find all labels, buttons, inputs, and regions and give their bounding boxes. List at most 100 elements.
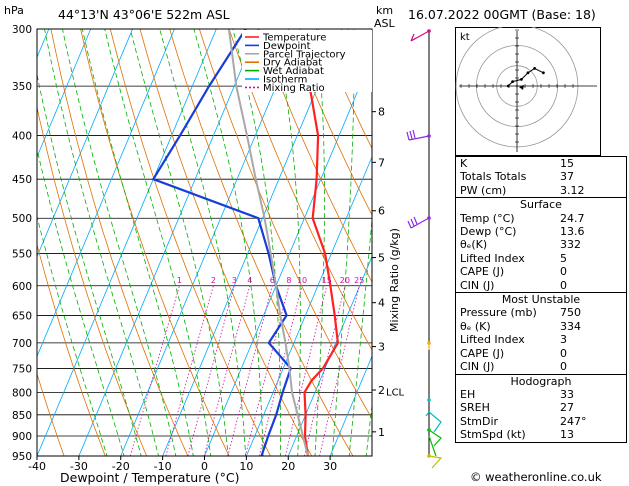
dry-adiabat-line <box>169 29 354 456</box>
km-tick-label: 6 <box>378 205 385 218</box>
hodograph-unit-label: kt <box>460 32 470 43</box>
row-value: 27 <box>560 401 574 415</box>
indices-section: K 15 Totals Totals 37 PW (cm) 3.12 <box>456 157 626 197</box>
row-label: StmSpd (kt) <box>460 428 526 442</box>
hodograph: kt <box>455 27 601 156</box>
table-row: SREH 27 <box>456 401 626 414</box>
row-value: 13 <box>560 428 574 442</box>
wind-level-dot <box>427 428 431 432</box>
hodograph-point <box>526 71 530 75</box>
hodograph-point <box>542 71 545 75</box>
row-label: Dewp (°C) <box>460 225 517 239</box>
row-value: 13.6 <box>560 225 585 239</box>
hpa-label: hPa <box>4 4 24 17</box>
wind-profile <box>406 29 443 469</box>
surface-section: Surface Temp (°C) 24.7 Dewp (°C) 13.6 θₑ(K) 3… <box>456 197 626 292</box>
surface-title: Surface <box>520 198 562 212</box>
legend-entry: Isotherm <box>263 75 307 86</box>
pressure-tick-label: 900 <box>12 431 32 443</box>
dry-adiabat-line <box>317 29 372 150</box>
mixing-ratio-line <box>227 285 273 456</box>
wet-adiabat-line <box>274 29 301 456</box>
wet-adiabat-line <box>81 29 194 456</box>
table-row: Temp (°C) 24.7 <box>456 212 626 225</box>
isotherm-line <box>287 255 372 456</box>
series-line-parcel-trajectory <box>227 29 309 456</box>
row-label: PW (cm) <box>460 183 507 197</box>
wet-adiabat-line <box>159 29 247 456</box>
row-label: Totals Totals <box>460 170 527 184</box>
pressure-tick-label: 850 <box>12 410 32 422</box>
wet-adiabat-line <box>44 29 159 456</box>
dry-adiabat-line <box>228 29 372 351</box>
row-label: θₑ (K) <box>460 319 491 333</box>
legend-entry: Parcel Trajectory <box>263 49 346 60</box>
hodograph-point <box>520 78 523 81</box>
table-row: EH 33 <box>456 388 626 401</box>
row-value: 332 <box>560 238 581 252</box>
mixing-ratio-label: 1 <box>177 276 182 285</box>
km-label: km <box>376 4 393 17</box>
mixing-ratio-label: 4 <box>247 276 252 285</box>
row-value: 3.12 <box>560 183 585 197</box>
dry-adiabat-line <box>109 29 271 456</box>
wind-level-dot <box>427 134 431 138</box>
row-label: EH <box>460 387 476 401</box>
wind-level-dot <box>427 341 431 345</box>
mixing-ratio-axis-title: Mixing Ratio (g/kg) <box>388 228 401 332</box>
wet-adiabat-line <box>37 72 142 456</box>
mixing-ratio-line <box>284 285 328 456</box>
table-row: CAPE (J) 0 <box>456 265 626 278</box>
pressure-tick-label: 600 <box>12 281 32 293</box>
mixing-ratio-line <box>165 285 214 456</box>
row-value: 0 <box>560 360 567 374</box>
mixing-ratio-line <box>203 285 251 456</box>
km-tick-label: 1 <box>378 426 385 439</box>
wet-adiabat-line <box>193 29 264 456</box>
row-value: 750 <box>560 306 581 320</box>
mixing-ratio-label: 10 <box>297 276 307 285</box>
isotherm-line <box>37 29 92 158</box>
wind-barb <box>410 30 430 42</box>
table-row: θₑ (K) 334 <box>456 320 626 333</box>
legend-background <box>242 30 372 92</box>
most-unstable-section: Most Unstable Pressure (mb) 750 θₑ (K) 334 L… <box>456 292 626 373</box>
copyright: © weatheronline.co.uk <box>470 470 602 484</box>
pressure-tick-label: 350 <box>12 81 32 93</box>
mixing-ratio-line <box>319 285 360 456</box>
row-value: 334 <box>560 319 581 333</box>
x-tick-label: -40 <box>28 460 46 473</box>
x-tick-label: -10 <box>154 460 172 473</box>
wind-level-dot <box>427 454 431 458</box>
datetime-title: 16.07.2022 00GMT (Base: 18) <box>408 7 596 22</box>
isotherm-line <box>204 56 372 456</box>
dry-adiabat-line <box>80 29 230 456</box>
row-label: CAPE (J) <box>460 346 505 360</box>
hodograph-point <box>511 80 514 83</box>
dry-adiabat-line <box>37 372 65 456</box>
row-value: 0 <box>560 278 567 292</box>
wind-level-dot <box>427 29 431 33</box>
row-label: CIN (J) <box>460 278 495 292</box>
isotherm-line <box>78 29 259 456</box>
row-label: CIN (J) <box>460 360 495 374</box>
most-unstable-title: Most Unstable <box>501 293 581 307</box>
wind-barb <box>425 411 442 433</box>
wind-barb <box>428 455 443 469</box>
mixing-ratio-line <box>244 285 290 456</box>
km-tick-label: 8 <box>378 106 385 119</box>
mixing-ratio-label: 2 <box>211 276 216 285</box>
legend-entry: Mixing Ratio <box>263 83 325 94</box>
x-tick-label: 0 <box>201 460 208 473</box>
isotherm-line <box>37 29 133 258</box>
hodograph-section: Hodograph EH 33 SREH 27 StmDir 247° StmSpd (kt… <box>456 373 626 442</box>
table-row: StmDir 247° <box>456 415 626 428</box>
row-value: 37 <box>560 170 574 184</box>
series-line-temperature <box>303 85 340 456</box>
row-value: 33 <box>560 387 574 401</box>
pressure-tick-label: 750 <box>12 363 32 375</box>
lcl-label: LCL <box>386 387 405 398</box>
isotherm-line <box>37 29 175 358</box>
x-tick-label: -20 <box>112 460 130 473</box>
